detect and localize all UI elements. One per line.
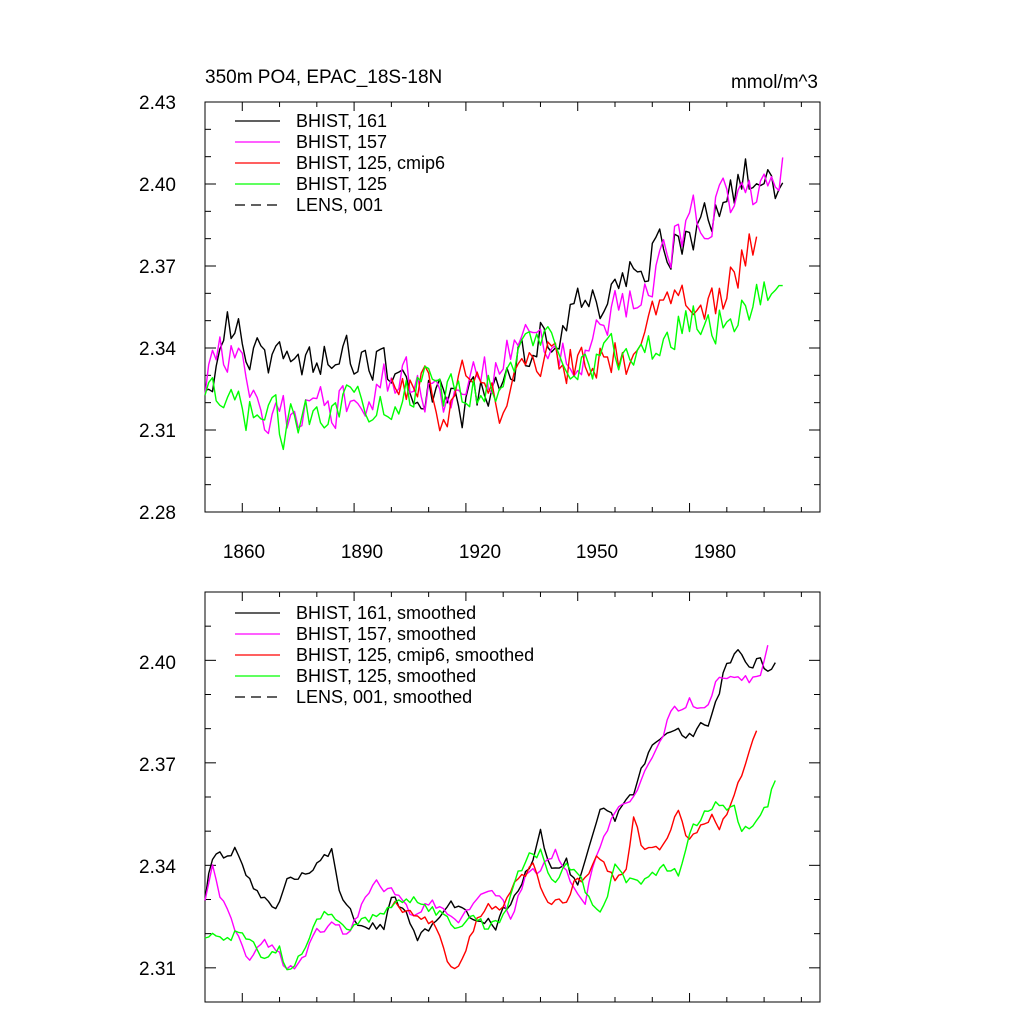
y-tick-label: 2.40 xyxy=(139,175,176,196)
x-tick-label: 1920 xyxy=(459,542,501,563)
y-tick-label: 2.31 xyxy=(139,421,176,442)
x-tick-label: 1890 xyxy=(341,542,383,563)
legend-label-lens-001-smoothed: LENS, 001, smoothed xyxy=(296,687,472,707)
y-tick-label: 2.34 xyxy=(139,857,176,878)
y-tick-label: 2.37 xyxy=(139,755,176,776)
panel-top-legend: BHIST, 161 BHIST, 157 BHIST, 125, cmip6 … xyxy=(235,111,445,215)
panel-bottom-series xyxy=(204,645,776,971)
panel-bottom: 2.31 2.34 2.37 2.40 BHIST, 161, smoothed… xyxy=(139,591,821,1003)
legend-label-bhist-161-smoothed: BHIST, 161, smoothed xyxy=(296,603,476,623)
legend-label-bhist-125: BHIST, 125 xyxy=(296,174,387,194)
panel-top-frame xyxy=(204,101,821,513)
y-tick-label: 2.40 xyxy=(139,653,176,674)
y-tick-label: 2.43 xyxy=(139,93,176,114)
panel-top: 350m PO4, EPAC_18S-18N mmol/m^3 2.28 2.3… xyxy=(139,67,821,563)
x-tick-label: 1950 xyxy=(576,542,618,563)
series-line-bhist-125-cmip6-smoothed xyxy=(390,730,758,970)
y-tick-label: 2.31 xyxy=(139,959,176,980)
series-line-bhist-125-smoothed xyxy=(204,780,776,971)
legend-label-bhist-125-cmip6-smoothed: BHIST, 125, cmip6, smoothed xyxy=(296,645,534,665)
x-tick-label: 1860 xyxy=(223,542,265,563)
panel-top-y-tick-labels: 2.28 2.31 2.34 2.37 2.40 2.43 xyxy=(139,93,176,524)
legend-label-bhist-161: BHIST, 161 xyxy=(296,111,387,131)
series-line-bhist-157-smoothed xyxy=(204,645,769,970)
panel-top-x-tick-labels: 1860 1890 1920 1950 1980 xyxy=(223,542,736,563)
y-tick-label: 2.37 xyxy=(139,257,176,278)
panel-top-series xyxy=(204,157,784,451)
y-tick-label: 2.34 xyxy=(139,339,176,360)
series-line-bhist-157 xyxy=(204,157,784,435)
legend-label-bhist-157: BHIST, 157 xyxy=(296,132,387,152)
legend-label-bhist-157-smoothed: BHIST, 157, smoothed xyxy=(296,624,476,644)
panel-top-units: mmol/m^3 xyxy=(731,72,818,93)
series-line-bhist-161-smoothed xyxy=(204,649,776,942)
panel-bottom-y-tick-labels: 2.31 2.34 2.37 2.40 xyxy=(139,653,176,980)
panel-bottom-legend: BHIST, 161, smoothed BHIST, 157, smoothe… xyxy=(235,603,534,707)
legend-label-bhist-125-cmip6: BHIST, 125, cmip6 xyxy=(296,153,445,173)
x-tick-label: 1980 xyxy=(694,542,736,563)
y-tick-label: 2.28 xyxy=(139,503,176,524)
legend-label-bhist-125-smoothed: BHIST, 125, smoothed xyxy=(296,666,476,686)
panel-bottom-ticks xyxy=(204,591,820,1003)
series-line-bhist-161 xyxy=(204,158,784,429)
legend-label-lens-001: LENS, 001 xyxy=(296,195,383,215)
panel-top-title: 350m PO4, EPAC_18S-18N xyxy=(205,67,442,88)
panel-top-ticks xyxy=(204,101,820,513)
series-line-bhist-125 xyxy=(204,281,783,451)
